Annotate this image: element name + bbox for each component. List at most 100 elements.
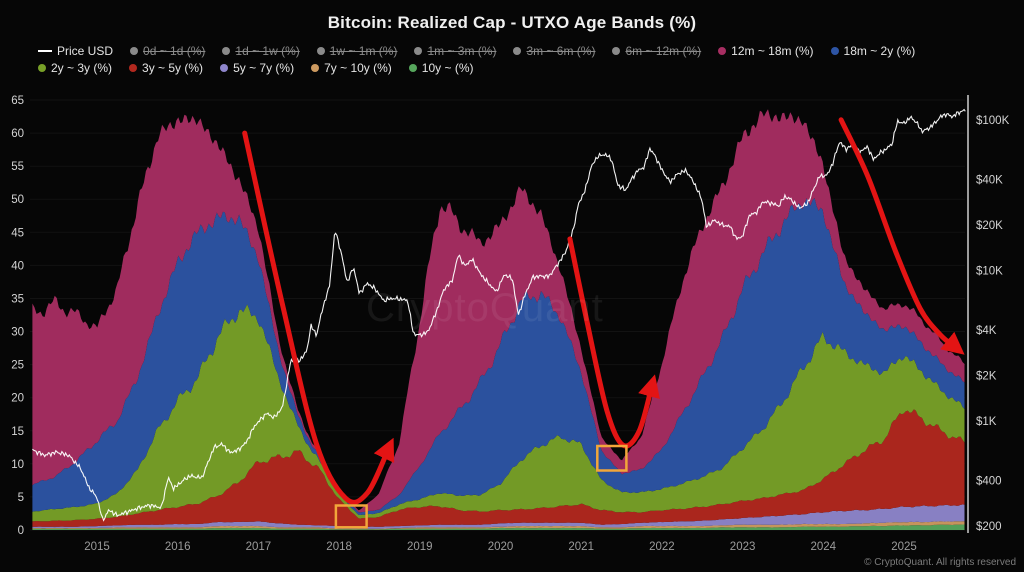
area-band-5y-7y[interactable]: [32, 504, 965, 529]
series-color-swatch-icon: [408, 64, 417, 72]
price-line[interactable]: [32, 108, 966, 522]
area-band-18m-2y[interactable]: [32, 198, 965, 515]
legend-item-1m-3m[interactable]: 1m ~ 3m (%): [414, 44, 496, 58]
right-axis-tick: $200: [976, 521, 1002, 533]
left-axis-tick: 55: [11, 161, 24, 173]
left-axis-tick: 35: [11, 294, 24, 306]
right-axis-tick: $1K: [976, 416, 997, 428]
series-color-swatch-icon: [129, 64, 138, 72]
legend-label: 0d ~ 1d (%): [143, 44, 206, 58]
legend-label: 2y ~ 3y (%): [51, 61, 113, 75]
x-axis-tick: 2025: [891, 541, 917, 553]
right-axis-tick: $10K: [976, 265, 1003, 277]
legend-item-5y-7y[interactable]: 5y ~ 7y (%): [220, 61, 294, 75]
annotation-arrow: [838, 117, 965, 355]
legend-item-3y-5y[interactable]: 3y ~ 5y (%): [129, 61, 203, 75]
series-color-swatch-icon: [130, 47, 139, 55]
series-color-swatch-icon: [38, 64, 46, 72]
left-axis-tick: 65: [11, 95, 24, 107]
legend-row: 2y ~ 3y (%) 3y ~ 5y (%) 5y ~ 7y (%) 7y ~ 10…: [38, 61, 932, 75]
left-axis-tick: 30: [11, 327, 24, 339]
legend-label: 7y ~ 10y (%): [324, 61, 392, 75]
legend-label: 1w ~ 1m (%): [329, 44, 398, 58]
legend-label: Price USD: [57, 44, 114, 58]
highlight-box: [596, 444, 628, 472]
legend-item-3m-6m[interactable]: 3m ~ 6m (%): [513, 44, 595, 58]
annotation-arrow: [242, 130, 395, 505]
left-axis-tick: 25: [11, 360, 24, 372]
series-color-swatch-icon: [222, 47, 231, 55]
area-band-3y-5y[interactable]: [32, 409, 965, 527]
legend-item-18m-2y[interactable]: 18m ~ 2y (%): [830, 44, 916, 58]
series-color-swatch-icon: [513, 47, 522, 55]
x-axis-tick: 2022: [649, 541, 675, 553]
series-color-swatch-icon: [414, 47, 423, 55]
legend-item-12m-18m[interactable]: 12m ~ 18m (%): [718, 44, 814, 58]
area-band-10y[interactable]: [32, 524, 965, 531]
series-color-swatch-icon: [612, 47, 621, 55]
right-axis-tick: $400: [976, 476, 1002, 488]
x-axis-tick: 2021: [568, 541, 594, 553]
legend-item-6m-12m[interactable]: 6m ~ 12m (%): [612, 44, 701, 58]
x-axis-tick: 2017: [246, 541, 272, 553]
left-axis-tick: 40: [11, 260, 24, 272]
area-band-12m-18m[interactable]: [32, 109, 965, 513]
right-axis-tick: $100K: [976, 115, 1010, 127]
x-axis-tick: 2020: [488, 541, 514, 553]
area-band-2y-3y[interactable]: [32, 304, 965, 522]
right-axis-tick: $2K: [976, 371, 997, 383]
left-axis-tick: 0: [18, 525, 24, 537]
x-axis-tick: 2018: [326, 541, 352, 553]
legend-label: 1m ~ 3m (%): [427, 44, 497, 58]
legend: Price USD 0d ~ 1d (%) 1d ~ 1w (%) 1w ~ 1m (…: [38, 44, 932, 75]
left-axis-tick: 60: [11, 128, 24, 140]
series-color-swatch-icon: [830, 47, 839, 55]
x-axis: 2015 2016 2017 2018 2019 2020 2021 2022 2023 2024…: [84, 541, 917, 553]
x-axis-tick: 2019: [407, 541, 433, 553]
annotation-arrow: [567, 236, 660, 449]
right-axis-tick: $40K: [976, 175, 1003, 187]
series-color-swatch-icon: [311, 64, 320, 72]
legend-item-10y[interactable]: 10y ~ (%): [408, 61, 474, 75]
stacked-areas: [32, 109, 965, 531]
legend-item-1w-1m[interactable]: 1w ~ 1m (%): [316, 44, 398, 58]
legend-label: 6m ~ 12m (%): [625, 44, 702, 58]
legend-item-2y-3y[interactable]: 2y ~ 3y (%): [38, 61, 112, 75]
x-axis-tick: 2024: [811, 541, 837, 553]
price-line-swatch: [38, 50, 52, 52]
series-color-swatch-icon: [718, 47, 727, 55]
legend-item-7y-10y[interactable]: 7y ~ 10y (%): [311, 61, 392, 75]
highlight-box: [334, 504, 368, 529]
series-color-swatch-icon: [316, 47, 325, 55]
left-axis: 0 5 10 15 20 25 30 35 40 45 50 55 60 65: [11, 95, 24, 537]
left-axis-tick: 15: [11, 426, 24, 438]
chart-title: Bitcoin: Realized Cap - UTXO Age Bands (…: [327, 13, 697, 32]
legend-label: 3y ~ 5y (%): [142, 61, 204, 75]
left-axis-tick: 45: [11, 227, 24, 239]
legend-item-price-usd[interactable]: Price USD: [38, 44, 113, 58]
legend-label: 12m ~ 18m (%): [731, 44, 814, 58]
legend-row: Price USD 0d ~ 1d (%) 1d ~ 1w (%) 1w ~ 1m (…: [38, 44, 932, 58]
left-axis-tick: 50: [11, 194, 24, 206]
legend-label: 5y ~ 7y (%): [233, 61, 295, 75]
x-axis-tick: 2015: [84, 541, 110, 553]
right-axis-tick: $4K: [976, 325, 997, 337]
legend-label: 1d ~ 1w (%): [235, 44, 300, 58]
copyright-footer: © CryptoQuant. All rights reserved: [864, 557, 1016, 568]
legend-item-1d-1w[interactable]: 1d ~ 1w (%): [222, 44, 300, 58]
left-axis-tick: 10: [11, 459, 24, 471]
area-band-7y-10y[interactable]: [32, 521, 965, 530]
annotations: [242, 117, 965, 529]
right-axis: $200 $400 $1K $2K $4K $10K $20K $40K $100K: [976, 115, 1010, 533]
x-axis-tick: 2016: [165, 541, 191, 553]
left-axis-tick: 5: [18, 492, 24, 504]
legend-label: 10y ~ (%): [421, 61, 474, 75]
legend-label: 18m ~ 2y (%): [843, 44, 916, 58]
series-color-swatch-icon: [220, 64, 229, 72]
x-axis-tick: 2023: [730, 541, 756, 553]
left-axis-tick: 20: [11, 393, 24, 405]
right-axis-tick: $20K: [976, 220, 1003, 232]
legend-item-0d-1d[interactable]: 0d ~ 1d (%): [130, 44, 205, 58]
